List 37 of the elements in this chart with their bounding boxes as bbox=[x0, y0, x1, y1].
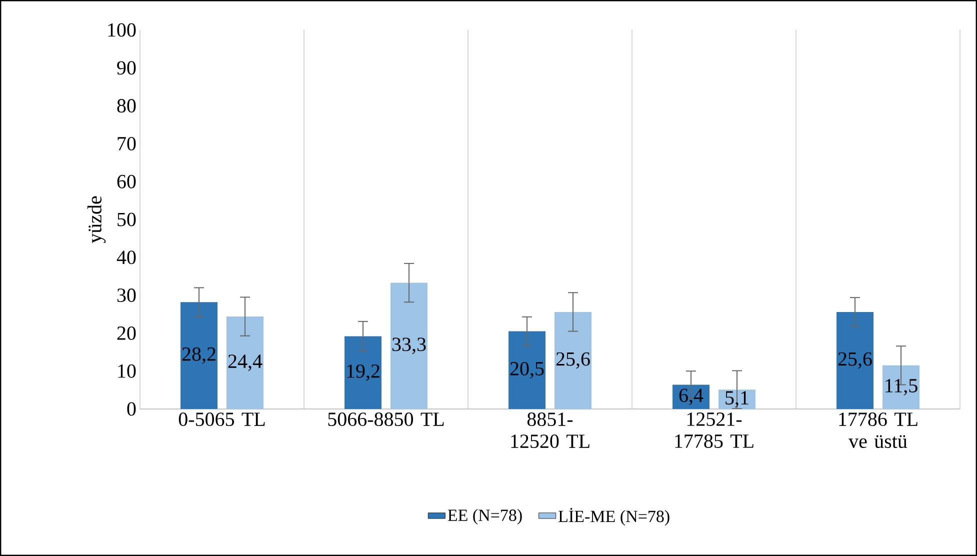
x-tick-label: 0-5065 TL bbox=[178, 412, 265, 426]
y-tick-label: 30 bbox=[117, 288, 136, 302]
data-label: 25,6 bbox=[838, 352, 872, 369]
bar bbox=[672, 384, 710, 409]
bar bbox=[390, 282, 428, 409]
bar bbox=[180, 302, 218, 409]
bar bbox=[508, 331, 546, 409]
x-tick-label: 12521-17785 TL bbox=[675, 412, 754, 448]
data-label: 19,2 bbox=[347, 364, 380, 381]
y-tick-label: 50 bbox=[118, 212, 136, 226]
y-tick-label: 80 bbox=[117, 99, 136, 113]
bar bbox=[836, 312, 874, 409]
bar bbox=[882, 365, 920, 409]
y-tick-label: 100 bbox=[108, 23, 136, 37]
x-tick-label: 5066-8850 TL bbox=[328, 412, 444, 426]
bar bbox=[554, 312, 592, 409]
y-tick-label: 70 bbox=[118, 136, 136, 150]
data-label: 28,2 bbox=[182, 347, 216, 364]
y-tick-label: 0 bbox=[127, 402, 136, 416]
legend-label: LİE-ME (N=78) bbox=[558, 508, 670, 526]
data-label: 33,3 bbox=[392, 338, 426, 354]
legend-label: EE (N=78) bbox=[448, 509, 522, 524]
y-tick-label: 20 bbox=[117, 326, 136, 340]
y-axis-title: yüzde bbox=[87, 196, 106, 244]
y-tick-label: 40 bbox=[116, 250, 136, 264]
data-label: 25,6 bbox=[556, 352, 590, 369]
data-label: 20,5 bbox=[510, 362, 544, 378]
data-label: 6,4 bbox=[679, 388, 704, 406]
x-tick-label: 8851-12520 TL bbox=[511, 412, 590, 448]
data-label: 24,4 bbox=[228, 354, 262, 371]
x-tick-label: 17786 TL ve üstü bbox=[839, 412, 918, 448]
y-tick-label: 60 bbox=[117, 174, 136, 188]
bar bbox=[344, 336, 382, 409]
data-label: 11,5 bbox=[886, 379, 918, 396]
y-tick-label: 10 bbox=[118, 364, 136, 378]
y-tick-label: 90 bbox=[117, 61, 136, 75]
bar bbox=[226, 316, 264, 409]
